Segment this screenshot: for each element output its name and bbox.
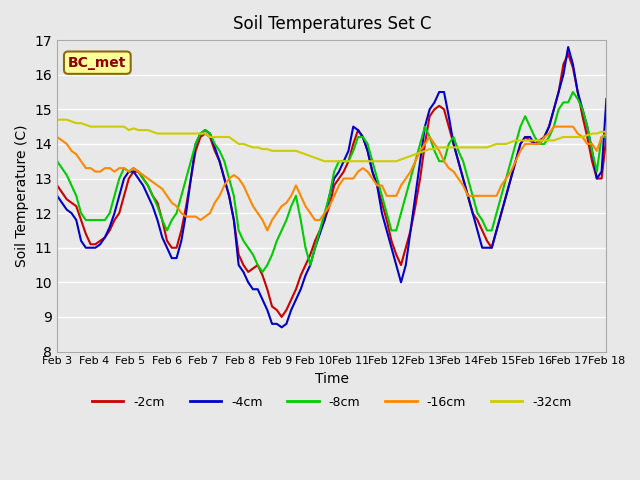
- -16cm: [239, 182, 247, 188]
- Title: Soil Temperatures Set C: Soil Temperatures Set C: [232, 15, 431, 33]
- -2cm: [53, 182, 61, 188]
- -2cm: [564, 51, 572, 57]
- -32cm: [53, 117, 61, 122]
- -2cm: [392, 252, 400, 258]
- -4cm: [564, 44, 572, 50]
- -32cm: [392, 158, 400, 164]
- -4cm: [53, 193, 61, 199]
- -32cm: [426, 146, 433, 152]
- -32cm: [602, 129, 610, 135]
- Line: -16cm: -16cm: [57, 127, 606, 230]
- -4cm: [516, 141, 524, 147]
- -8cm: [426, 134, 433, 140]
- -16cm: [516, 148, 524, 154]
- Line: -2cm: -2cm: [57, 54, 606, 317]
- -16cm: [392, 193, 400, 199]
- Y-axis label: Soil Temperature (C): Soil Temperature (C): [15, 125, 29, 267]
- -8cm: [502, 176, 510, 181]
- -4cm: [392, 262, 400, 268]
- -8cm: [569, 89, 577, 95]
- -2cm: [278, 314, 285, 320]
- -16cm: [550, 124, 557, 130]
- -32cm: [516, 138, 524, 144]
- -8cm: [392, 228, 400, 233]
- -4cm: [239, 269, 247, 275]
- -16cm: [53, 134, 61, 140]
- -2cm: [602, 134, 610, 140]
- -16cm: [569, 124, 577, 130]
- -32cm: [321, 158, 328, 164]
- Line: -8cm: -8cm: [57, 92, 606, 272]
- -8cm: [602, 134, 610, 140]
- -8cm: [53, 158, 61, 164]
- -4cm: [426, 107, 433, 112]
- -2cm: [239, 262, 247, 268]
- Legend: -2cm, -4cm, -8cm, -16cm, -32cm: -2cm, -4cm, -8cm, -16cm, -32cm: [87, 391, 577, 414]
- -4cm: [569, 61, 577, 67]
- -2cm: [516, 141, 524, 147]
- -4cm: [278, 324, 285, 330]
- -32cm: [502, 141, 510, 147]
- -2cm: [426, 113, 433, 119]
- Line: -32cm: -32cm: [57, 120, 606, 161]
- -8cm: [564, 99, 572, 105]
- -32cm: [239, 141, 247, 147]
- Line: -4cm: -4cm: [57, 47, 606, 327]
- Text: BC_met: BC_met: [68, 56, 127, 70]
- -32cm: [564, 134, 572, 140]
- -8cm: [259, 269, 266, 275]
- -16cm: [264, 228, 271, 233]
- -4cm: [602, 96, 610, 102]
- -16cm: [502, 176, 510, 181]
- -8cm: [516, 124, 524, 130]
- -16cm: [602, 131, 610, 136]
- -2cm: [569, 65, 577, 71]
- -2cm: [502, 193, 510, 199]
- -4cm: [502, 193, 510, 199]
- -8cm: [239, 238, 247, 244]
- -16cm: [426, 134, 433, 140]
- X-axis label: Time: Time: [315, 372, 349, 386]
